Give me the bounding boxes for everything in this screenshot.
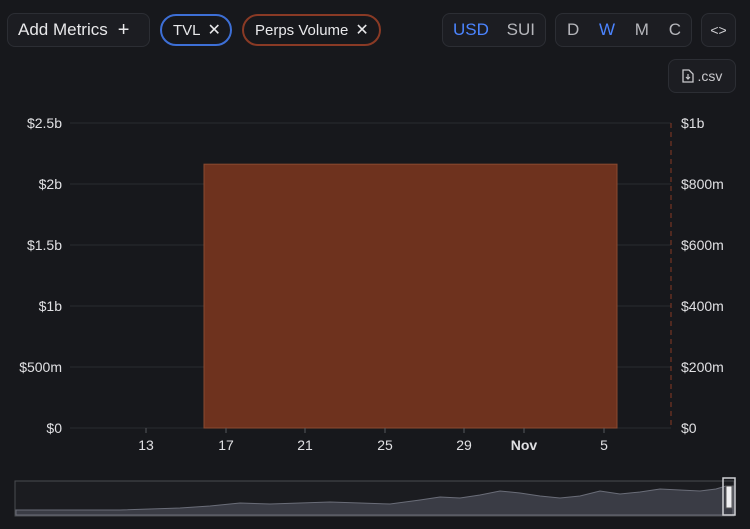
y-left-tick-label: $500m (19, 359, 62, 375)
close-icon[interactable]: ✕ (355, 22, 369, 39)
y-left-tick-label: $2b (39, 176, 63, 192)
x-axis: 13 17 21 25 29 Nov 5 (138, 428, 608, 453)
add-metrics-button[interactable]: Add Metrics + (7, 13, 150, 47)
x-tick-label: 5 (600, 437, 608, 453)
y-right-tick-label: $800m (681, 176, 724, 192)
y-right-tick-label: $400m (681, 298, 724, 314)
y-left-tick-label: $2.5b (27, 115, 62, 131)
csv-label: .csv (697, 68, 723, 84)
metric-pill-label: Perps Volume (255, 21, 349, 39)
period-option-m[interactable]: M (634, 20, 649, 39)
bar[interactable] (203, 163, 618, 429)
metric-pill-tvl[interactable]: TVL ✕ (160, 14, 232, 46)
close-icon[interactable]: ✕ (207, 22, 221, 39)
y-right-tick-label: $200m (681, 359, 724, 375)
y-left-tick-label: $0 (46, 420, 62, 436)
currency-option-usd[interactable]: USD (453, 20, 489, 39)
code-icon: <> (710, 22, 727, 38)
period-option-d[interactable]: D (567, 20, 580, 39)
x-tick-label: Nov (511, 437, 538, 453)
currency-option-sui[interactable]: SUI (506, 20, 535, 39)
period-option-c[interactable]: C (668, 20, 681, 39)
bars (203, 163, 618, 429)
brush-handle-grip[interactable] (725, 485, 733, 509)
currency-toggle: USD SUI (442, 13, 546, 47)
right-axis: $0 $200m $400m $600m $800m $1b (670, 115, 724, 436)
metric-pill-label: TVL (173, 21, 201, 39)
x-tick-label: 13 (138, 437, 154, 453)
y-left-tick-label: $1.5b (27, 237, 62, 253)
brush-preview-area (15, 485, 734, 516)
plus-icon: + (117, 19, 130, 41)
period-toggle: D W M C (555, 13, 692, 47)
period-option-w[interactable]: W (599, 20, 616, 39)
y-right-tick-label: $600m (681, 237, 724, 253)
range-brush[interactable] (14, 477, 736, 517)
file-download-icon (681, 69, 694, 83)
add-metrics-label: Add Metrics (18, 20, 108, 39)
x-tick-label: 21 (297, 437, 313, 453)
x-tick-label: 25 (377, 437, 393, 453)
metric-pill-perps-volume[interactable]: Perps Volume ✕ (242, 14, 381, 46)
y-left-tick-label: $1b (39, 298, 63, 314)
y-right-tick-label: $1b (681, 115, 705, 131)
x-tick-label: 29 (456, 437, 472, 453)
left-axis: $0 $500m $1b $1.5b $2b $2.5b (19, 115, 62, 436)
embed-button[interactable]: <> (701, 13, 736, 47)
download-csv-button[interactable]: .csv (668, 59, 736, 93)
y-right-tick-label: $0 (681, 420, 697, 436)
x-tick-label: 17 (218, 437, 234, 453)
brush-handle[interactable] (722, 477, 736, 516)
